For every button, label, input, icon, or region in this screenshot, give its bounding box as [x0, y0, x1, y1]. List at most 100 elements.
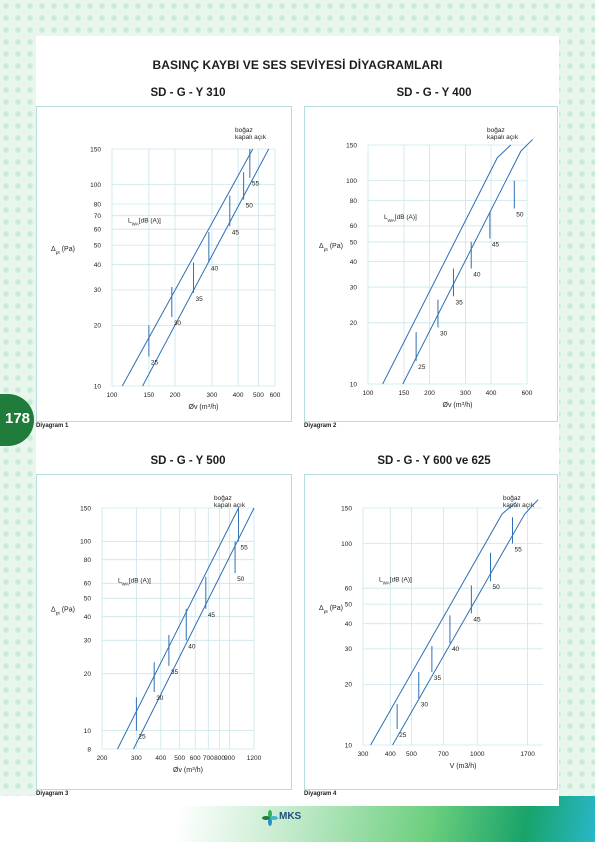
sound-level-label: 45 — [492, 241, 500, 248]
y-tick-label: 30 — [345, 646, 353, 653]
sound-level-label: 40 — [188, 643, 196, 650]
y-tick-label: 20 — [84, 671, 92, 678]
y-tick-label: 100 — [90, 182, 101, 189]
chart-3-caption: Diyagram 3 — [36, 791, 69, 797]
chart-1-frame: 100 150 200 300 400 500 600 10 20 30 40 50 60 70 80 100… — [36, 106, 292, 422]
logo-text: MKS — [279, 811, 302, 822]
lwa-label: LWA[dB (A)] — [118, 578, 151, 587]
x-tick-label: 400 — [155, 755, 166, 762]
x-axis-label: V (m3/h) — [450, 763, 477, 770]
x-tick-label: 800 — [214, 755, 225, 762]
series-line — [133, 507, 255, 750]
chart-4-heading: SD - G - Y 600 ve 625 — [377, 455, 491, 467]
series-group — [382, 138, 534, 385]
sound-level-label: 40 — [211, 266, 219, 273]
sound-level-label: 45 — [208, 612, 216, 619]
series-line — [142, 148, 270, 387]
y-tick-label: 70 — [94, 213, 102, 220]
y-tick-label: 10 — [350, 381, 358, 388]
y-tick-label: 30 — [350, 284, 358, 291]
y-tick-label: 20 — [350, 320, 358, 327]
x-axis-label: Øv (m3/h) — [189, 403, 219, 412]
sound-level-label: 25 — [399, 732, 407, 739]
series-line — [117, 507, 239, 750]
sound-level-label: 35 — [434, 675, 442, 682]
chart-2-caption: Diyagram 2 — [304, 423, 337, 429]
x-tick-label: 200 — [170, 392, 181, 399]
x-tick-label: 1200 — [247, 755, 262, 762]
x-tick-label: 400 — [486, 390, 497, 397]
x-tick-label: 300 — [131, 755, 142, 762]
sound-level-label: 45 — [232, 229, 240, 236]
state-label-line2: kapalı açık — [214, 502, 246, 509]
x-tick-label: 300 — [460, 390, 471, 397]
y-tick-label: 150 — [346, 142, 357, 149]
sound-level-label: 35 — [455, 299, 463, 306]
y-tick-label: 80 — [350, 198, 358, 205]
y-tick-label: 60 — [94, 226, 102, 233]
chart-3-plot: 200 300 400 500 600 700 800 900 1200 8 10 20 30 40 50 6… — [51, 495, 262, 775]
chart-4-plot: 300 400 500 700 1000 1700 10 20 30 40 50 60 100 150 V … — [319, 495, 543, 770]
x-tick-label: 150 — [143, 392, 154, 399]
y-tick-label: 60 — [350, 223, 358, 230]
series-line — [382, 144, 512, 385]
x-tick-label: 300 — [207, 392, 218, 399]
y-tick-label: 8 — [87, 746, 91, 753]
y-tick-label: 150 — [90, 146, 101, 153]
y-tick-label: 60 — [345, 585, 353, 592]
sound-level-label: 55 — [514, 546, 522, 553]
x-tick-label: 100 — [107, 392, 118, 399]
sound-level-label: 25 — [151, 360, 159, 367]
series-line — [402, 138, 534, 385]
grid — [362, 507, 543, 746]
sound-level-label: 55 — [241, 544, 249, 551]
state-label-line1: boğaz — [214, 495, 232, 502]
x-tick-label: 600 — [270, 392, 281, 399]
sound-level-label: 30 — [174, 320, 182, 327]
page-title: BASINÇ KAYBI VE SES SEVİYESİ DİYAGRAMLAR… — [152, 58, 443, 72]
x-tick-label: 600 — [190, 755, 201, 762]
chart-3-heading: SD - G - Y 500 — [150, 455, 226, 467]
x-tick-label: 1000 — [470, 751, 485, 758]
x-tick-label: 500 — [174, 755, 185, 762]
x-tick-label: 500 — [406, 751, 417, 758]
state-label-line1: boğaz — [503, 495, 521, 502]
y-tick-label: 80 — [94, 201, 102, 208]
state-label-line1: boğaz — [487, 127, 505, 134]
y-tick-label: 50 — [350, 239, 358, 246]
chart-4-frame: 300 400 500 700 1000 1700 10 20 30 40 50 60 100 150 V … — [304, 474, 558, 790]
grid — [367, 144, 528, 385]
sound-level-label: 30 — [440, 330, 448, 337]
sound-level-label: 55 — [252, 181, 260, 188]
y-axis-label: Δpt (Pa) — [319, 605, 343, 615]
y-tick-label: 150 — [80, 505, 91, 512]
state-label-line2: kapalı açık — [235, 134, 267, 141]
chart-3-frame: 200 300 400 500 600 700 800 900 1200 8 10 20 30 40 50 6… — [36, 474, 292, 790]
sound-level-label: 40 — [473, 272, 481, 279]
sound-level-label: 35 — [171, 669, 179, 676]
chart-2-frame: 100 150 200 300 400 600 10 20 30 40 50 60 80 100 150 Øv… — [304, 106, 558, 422]
x-tick-label: 700 — [438, 751, 449, 758]
series-line — [121, 148, 254, 387]
y-tick-label: 60 — [84, 581, 92, 588]
sound-level-label: 50 — [492, 584, 500, 591]
page-number: 178 — [5, 410, 31, 427]
x-tick-label: 300 — [358, 751, 369, 758]
sound-level-label: 30 — [156, 695, 164, 702]
series-group — [370, 499, 539, 746]
state-label-line2: kapalı açık — [503, 502, 535, 509]
lwa-label: LWA[dB (A)] — [128, 217, 161, 226]
y-tick-label: 80 — [84, 557, 92, 564]
chart-2-plot: 100 150 200 300 400 600 10 20 30 40 50 60 80 100 150 Øv… — [319, 127, 534, 409]
chart-1-caption: Diyagram 1 — [36, 423, 69, 429]
mks-logo-icon — [262, 810, 278, 826]
x-tick-label: 500 — [253, 392, 264, 399]
series-line — [370, 502, 517, 746]
sound-level-label: 50 — [246, 203, 254, 210]
x-tick-label: 600 — [522, 390, 533, 397]
y-tick-label: 100 — [341, 541, 352, 548]
y-tick-label: 40 — [84, 614, 92, 621]
y-tick-label: 50 — [84, 596, 92, 603]
x-tick-label: 400 — [233, 392, 244, 399]
x-axis-label: Øv (m3/h) — [173, 766, 203, 775]
